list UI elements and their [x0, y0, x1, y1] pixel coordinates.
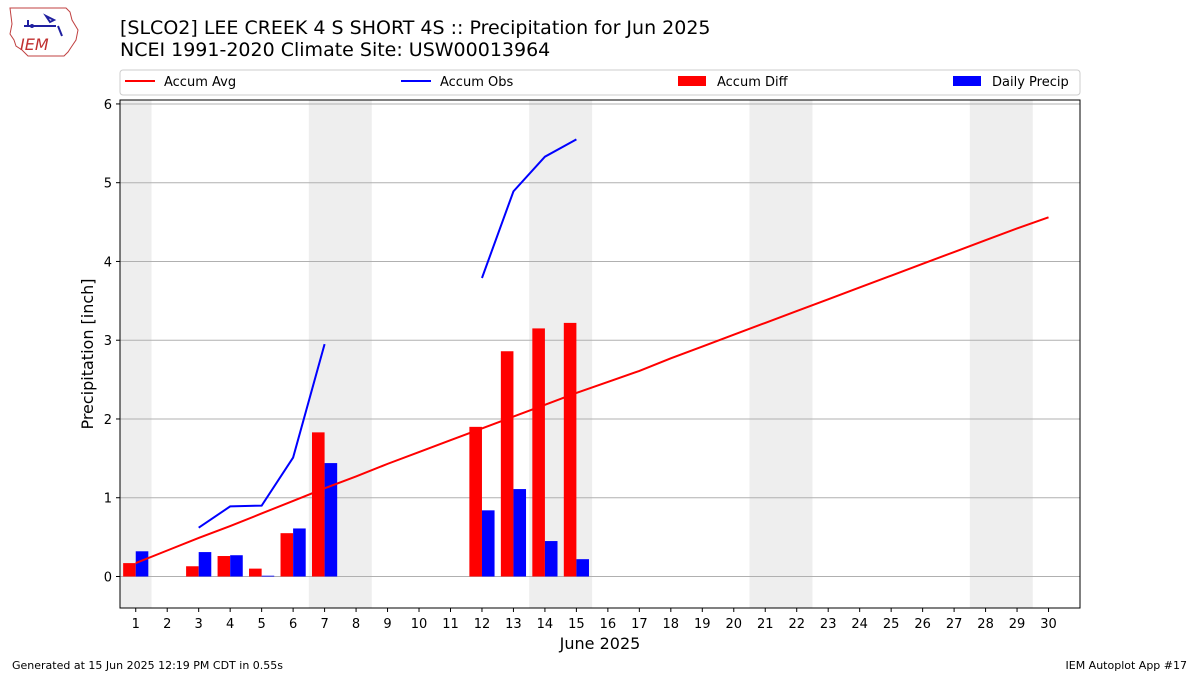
ytick-label-2: 2 — [104, 413, 112, 428]
bar-daily-precip-day-14 — [544, 541, 558, 577]
xtick-label-21: 21 — [757, 617, 774, 632]
chart-title: [SLCO2] LEE CREEK 4 S SHORT 4S :: Precip… — [120, 17, 711, 61]
xtick-label-1: 1 — [132, 617, 140, 632]
bar-accum-diff-day-15 — [563, 322, 577, 577]
legend-label-accum-avg: Accum Avg — [164, 75, 236, 90]
weekend-shade-4 — [969, 100, 1033, 608]
ytick-label-0: 0 — [104, 570, 112, 585]
y-axis-label: Precipitation [inch] — [78, 278, 97, 429]
bar-daily-precip-day-1 — [135, 551, 149, 577]
ytick-label-6: 6 — [104, 98, 112, 113]
line-accum-obs-segment-0 — [198, 343, 326, 529]
logo-text: IEM — [20, 35, 49, 54]
x-axis-ticks: 1 2 3 4 5 6 7 8 9 10 11 12 13 14 15 16 17 18 19 20 21 22 23 24 2… — [132, 608, 1057, 632]
xtick-label-28: 28 — [977, 617, 994, 632]
bar-accum-diff-day-4 — [217, 556, 231, 577]
xtick-label-11: 11 — [442, 617, 459, 632]
bar-accum-diff-day-7 — [312, 432, 325, 577]
plot-frame — [119, 99, 1081, 609]
bar-accum-diff-day-13 — [500, 351, 514, 577]
xtick-label-14: 14 — [537, 617, 554, 632]
ytick-label-3: 3 — [104, 334, 112, 349]
weekend-shade-3 — [749, 100, 813, 608]
line-accum-avg — [135, 216, 1049, 565]
xtick-label-3: 3 — [195, 617, 203, 632]
title-line-2: NCEI 1991-2020 Climate Site: USW00013964 — [120, 39, 551, 61]
lines — [135, 138, 1049, 565]
y-axis-ticks: 0 1 2 3 4 5 6 — [104, 98, 120, 585]
legend-label-accum-diff: Accum Diff — [717, 75, 789, 90]
legend-swatch-daily-precip — [953, 76, 981, 86]
weekend-shading — [120, 100, 1033, 608]
xtick-label-2: 2 — [163, 617, 171, 632]
legend-label-daily-precip: Daily Precip — [992, 75, 1069, 90]
weekend-shade-1 — [308, 100, 372, 608]
x-axis-label: June 2025 — [559, 634, 641, 653]
legend-frame — [119, 69, 1081, 96]
bar-daily-precip-day-5 — [261, 575, 275, 577]
xtick-label-16: 16 — [600, 617, 617, 632]
legend-swatch-accum-diff — [678, 76, 706, 86]
ytick-label-5: 5 — [104, 177, 112, 192]
bar-accum-diff-day-12 — [469, 426, 482, 577]
xtick-label-6: 6 — [289, 617, 297, 632]
xtick-label-17: 17 — [631, 617, 648, 632]
xtick-label-13: 13 — [505, 617, 522, 632]
xtick-label-5: 5 — [257, 617, 265, 632]
title-line-1: [SLCO2] LEE CREEK 4 S SHORT 4S :: Precip… — [120, 17, 711, 39]
xtick-label-19: 19 — [694, 617, 711, 632]
xtick-label-26: 26 — [914, 617, 931, 632]
ytick-label-4: 4 — [104, 255, 112, 270]
xtick-label-27: 27 — [946, 617, 963, 632]
legend: Accum Avg Accum Obs Accum Diff Daily Pre… — [119, 69, 1081, 96]
xtick-label-24: 24 — [851, 617, 868, 632]
xtick-label-4: 4 — [226, 617, 234, 632]
footer-app: IEM Autoplot App #17 — [1065, 659, 1188, 672]
iem-logo: IEM — [6, 4, 82, 62]
xtick-label-9: 9 — [383, 617, 391, 632]
bar-accum-diff-day-5 — [249, 568, 262, 577]
xtick-label-18: 18 — [663, 617, 680, 632]
bar-accum-diff-day-14 — [532, 328, 545, 577]
footer-generated: Generated at 15 Jun 2025 12:19 PM CDT in… — [12, 659, 284, 672]
xtick-label-7: 7 — [320, 617, 328, 632]
xtick-label-10: 10 — [411, 617, 428, 632]
bar-daily-precip-day-12 — [481, 510, 495, 577]
xtick-label-25: 25 — [883, 617, 900, 632]
legend-label-accum-obs: Accum Obs — [440, 75, 513, 90]
xtick-label-15: 15 — [568, 617, 585, 632]
bar-accum-diff-day-1 — [123, 563, 136, 577]
bar-daily-precip-day-7 — [324, 463, 338, 577]
weekend-shade-2 — [529, 100, 593, 608]
bar-daily-precip-day-3 — [198, 552, 212, 577]
xtick-label-23: 23 — [820, 617, 837, 632]
xtick-label-29: 29 — [1009, 617, 1026, 632]
bar-daily-precip-day-13 — [513, 489, 527, 577]
weekend-shade-0 — [120, 100, 152, 608]
xtick-label-20: 20 — [725, 617, 742, 632]
xtick-label-12: 12 — [474, 617, 491, 632]
xtick-label-30: 30 — [1040, 617, 1057, 632]
bar-daily-precip-day-4 — [230, 555, 243, 577]
gridlines — [120, 103, 1080, 577]
bar-daily-precip-day-15 — [576, 559, 589, 577]
bars — [123, 322, 589, 577]
bar-accum-diff-day-3 — [186, 566, 199, 577]
xtick-label-8: 8 — [352, 617, 360, 632]
line-accum-obs-segment-1 — [481, 138, 577, 279]
bar-daily-precip-day-6 — [293, 528, 306, 577]
ytick-label-1: 1 — [104, 492, 112, 507]
xtick-label-22: 22 — [788, 617, 805, 632]
bar-accum-diff-day-6 — [280, 533, 294, 577]
